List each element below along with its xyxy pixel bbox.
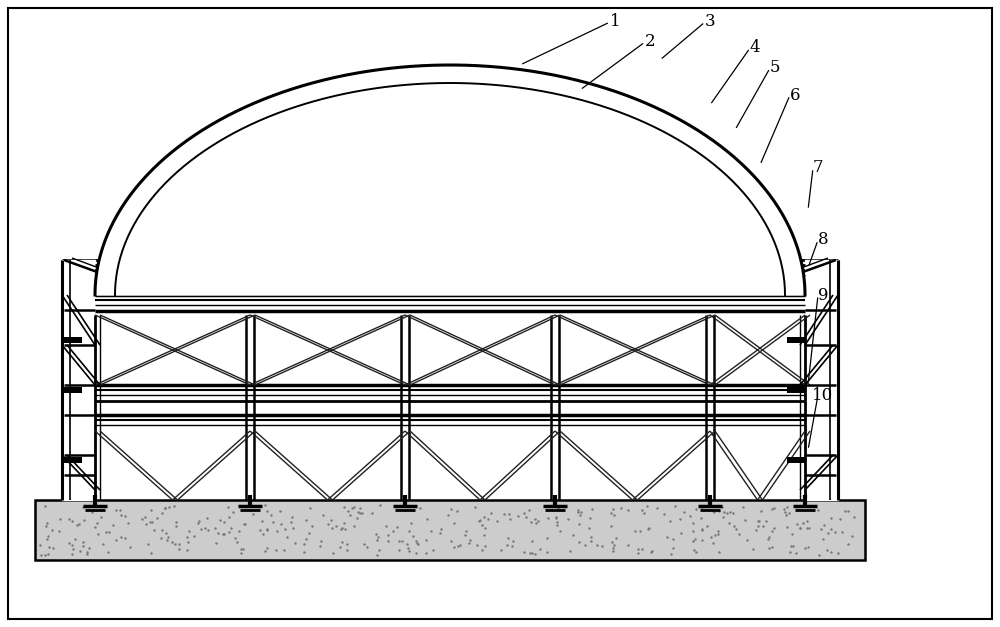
Text: 5: 5 — [770, 60, 780, 76]
Text: 6: 6 — [790, 87, 800, 103]
Text: 10: 10 — [812, 386, 834, 404]
Bar — [787, 457, 805, 463]
Bar — [64, 387, 82, 393]
Text: 4: 4 — [750, 40, 760, 56]
Text: 8: 8 — [818, 231, 828, 248]
Bar — [35, 500, 865, 560]
Bar — [787, 387, 805, 393]
Polygon shape — [95, 65, 805, 295]
Polygon shape — [62, 260, 95, 500]
Text: 2: 2 — [645, 33, 655, 51]
Bar — [787, 337, 805, 343]
Polygon shape — [805, 260, 838, 500]
Text: 9: 9 — [818, 287, 828, 303]
Bar — [64, 337, 82, 343]
Text: 1: 1 — [610, 14, 620, 31]
Text: 3: 3 — [705, 14, 715, 31]
Bar — [64, 457, 82, 463]
Text: 7: 7 — [813, 159, 823, 176]
